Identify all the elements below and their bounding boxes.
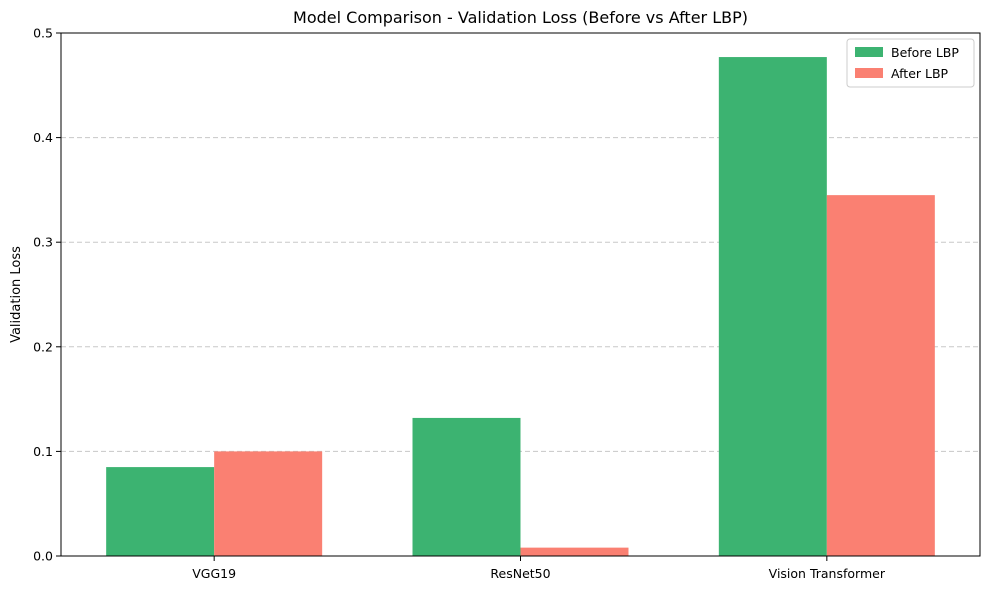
legend: Before LBP After LBP	[846, 38, 975, 88]
y-axis-label: Validation Loss	[9, 246, 24, 343]
legend-swatch	[855, 68, 883, 78]
y-tick-label: 0.3	[33, 235, 53, 250]
legend-swatch	[855, 47, 883, 57]
y-tick-label: 0.1	[33, 444, 53, 459]
x-tick-label: Vision Transformer	[769, 566, 886, 581]
bar-before-lbp	[106, 467, 215, 556]
x-tick-label: VGG19	[192, 566, 236, 581]
bar-before-lbp	[412, 417, 521, 556]
bar-after-lbp	[826, 195, 935, 556]
y-tick-label: 0.0	[33, 549, 53, 564]
legend-label: Before LBP	[891, 45, 959, 60]
y-tick-label: 0.5	[33, 26, 53, 41]
bars	[106, 57, 935, 557]
y-tick-label: 0.4	[33, 130, 53, 145]
y-tick-label: 0.2	[33, 339, 53, 354]
x-tick-label: ResNet50	[490, 566, 550, 581]
axis-ticks: 0.0 0.1 0.2 0.3 0.4 0.5 VGG19 ResNet50 Vision Tr…	[33, 26, 886, 582]
bar-after-lbp	[214, 451, 323, 556]
legend-label: After LBP	[891, 66, 949, 81]
bar-before-lbp	[718, 57, 827, 557]
chart-title: Model Comparison - Validation Loss (Befo…	[293, 8, 748, 27]
bar-after-lbp	[520, 547, 629, 556]
